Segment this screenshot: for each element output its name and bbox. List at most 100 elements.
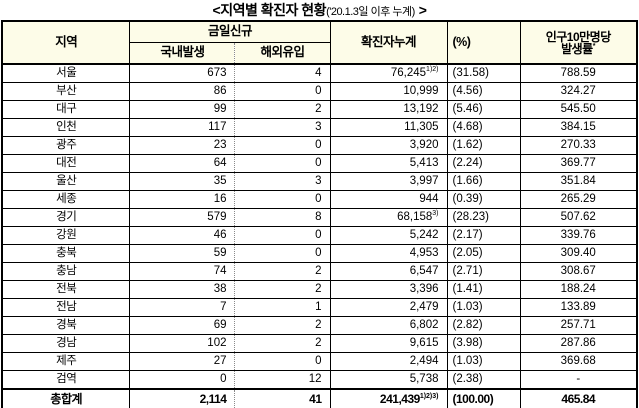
- domestic-cell: 117: [129, 118, 236, 137]
- table-row: 검역 0 12 5,738 (2.38) -: [1, 370, 638, 390]
- domestic-cell: 673: [129, 63, 236, 83]
- region-cell: 대전: [1, 154, 131, 173]
- incidence-cell: 309.40: [519, 244, 638, 263]
- region-cell: 광주: [1, 136, 131, 155]
- incidence-cell: 351.84: [519, 172, 638, 191]
- percent-cell: (5.46): [446, 100, 521, 119]
- incidence-cell: 324.27: [519, 82, 638, 101]
- incidence-cell: 788.59: [519, 63, 638, 83]
- cumulative-cell: 3,920: [329, 136, 448, 155]
- imported-cell: 41: [234, 388, 331, 408]
- cumulative-cell: 13,192: [329, 100, 448, 119]
- imported-cell: 2: [234, 316, 331, 335]
- total-row: 총합계 2,114 41 241,4391)2)3) (100.00) 465.84: [1, 388, 638, 408]
- title-prefix: <: [212, 2, 221, 18]
- region-cell: 부산: [1, 82, 131, 101]
- percent-cell: (100.00): [446, 388, 521, 408]
- header-row-1: 지역 금일신규 확진자누계 (%) 인구10만명당 발생률*: [1, 20, 638, 65]
- imported-cell: 1: [234, 298, 331, 317]
- col-header-region: 지역: [1, 20, 131, 65]
- title-suffix: >: [418, 2, 427, 18]
- incidence-cell: -: [519, 370, 638, 390]
- domestic-cell: 27: [129, 352, 236, 371]
- imported-cell: 3: [234, 172, 331, 191]
- region-cases-table: 지역 금일신규 확진자누계 (%) 인구10만명당 발생률* 국내발생 해외유입 …: [0, 20, 638, 408]
- table-body: 서울 673 4 76,2451)2) (31.58) 788.59 부산 86 0 10,999…: [1, 63, 638, 408]
- footnote-marker: 3): [432, 210, 439, 218]
- incidence-cell: 545.50: [519, 100, 638, 119]
- domestic-cell: 86: [129, 82, 236, 101]
- domestic-cell: 46: [129, 226, 236, 245]
- header-row-2: 국내발생 해외유입: [2, 42, 637, 65]
- percent-cell: (2.05): [446, 244, 521, 263]
- table-row: 서울 673 4 76,2451)2) (31.58) 788.59: [1, 63, 638, 83]
- incidence-cell: 308.67: [519, 262, 638, 281]
- imported-cell: 2: [234, 280, 331, 299]
- incidence-cell: 257.71: [519, 316, 638, 335]
- percent-cell: (2.82): [446, 316, 521, 335]
- table-row: 세종 16 0 944 (0.39) 265.29: [1, 190, 638, 209]
- imported-cell: 0: [234, 154, 331, 173]
- cumulative-cell: 9,615: [329, 334, 448, 353]
- percent-cell: (28.23): [446, 208, 521, 227]
- imported-cell: 2: [234, 100, 331, 119]
- region-cell: 충남: [1, 262, 131, 281]
- percent-cell: (0.39): [446, 190, 521, 209]
- table-row: 부산 86 0 10,999 (4.56) 324.27: [1, 82, 638, 101]
- cumulative-cell: 76,2451)2): [329, 63, 448, 83]
- table-row: 충북 59 0 4,953 (2.05) 309.40: [1, 244, 638, 263]
- cumulative-cell: 2,494: [329, 352, 448, 371]
- percent-cell: (1.03): [446, 352, 521, 371]
- incidence-cell: 369.77: [519, 154, 638, 173]
- region-cell: 울산: [1, 172, 131, 191]
- page-title: <지역별 확진자 현황('20.1.3일 이후 누계) >: [0, 0, 639, 20]
- cumulative-cell: 3,396: [329, 280, 448, 299]
- domestic-cell: 38: [129, 280, 236, 299]
- percent-cell: (2.71): [446, 262, 521, 281]
- table-header: 지역 금일신규 확진자누계 (%) 인구10만명당 발생률* 국내발생 해외유입: [1, 20, 638, 65]
- imported-cell: 3: [234, 118, 331, 137]
- domestic-cell: 16: [129, 190, 236, 209]
- region-cell: 대구: [1, 100, 131, 119]
- col-header-percent: (%): [446, 20, 521, 65]
- imported-cell: 4: [234, 63, 331, 83]
- percent-cell: (1.41): [446, 280, 521, 299]
- domestic-cell: 579: [129, 208, 236, 227]
- cumulative-cell: 6,547: [329, 262, 448, 281]
- domestic-cell: 102: [129, 334, 236, 353]
- table-row: 경북 69 2 6,802 (2.82) 257.71: [1, 316, 638, 335]
- col-header-imported: 해외유입: [234, 42, 331, 65]
- region-cell: 경북: [1, 316, 131, 335]
- incidence-cell: 188.24: [519, 280, 638, 299]
- imported-cell: 2: [234, 262, 331, 281]
- col-header-today-new: 금일신규: [129, 20, 331, 43]
- domestic-cell: 69: [129, 316, 236, 335]
- domestic-cell: 23: [129, 136, 236, 155]
- incidence-cell: 265.29: [519, 190, 638, 209]
- incidence-cell: 133.89: [519, 298, 638, 317]
- cumulative-cell: 6,802: [329, 316, 448, 335]
- table-row: 대구 99 2 13,192 (5.46) 545.50: [1, 100, 638, 119]
- region-cell: 경남: [1, 334, 131, 353]
- region-cell: 전북: [1, 280, 131, 299]
- table-row: 경기 579 8 68,1583) (28.23) 507.62: [1, 208, 638, 227]
- incidence-cell: 270.33: [519, 136, 638, 155]
- cumulative-cell: 3,997: [329, 172, 448, 191]
- imported-cell: 2: [234, 334, 331, 353]
- region-cell: 검역: [1, 370, 131, 390]
- cumulative-cell: 944: [329, 190, 448, 209]
- cumulative-cell: 11,305: [329, 118, 448, 137]
- incidence-header-line1: 인구10만명당: [545, 29, 612, 44]
- table-row: 대전 64 0 5,413 (2.24) 369.77: [1, 154, 638, 173]
- table-row: 광주 23 0 3,920 (1.62) 270.33: [1, 136, 638, 155]
- percent-cell: (4.56): [446, 82, 521, 101]
- percent-cell: (2.38): [446, 370, 521, 390]
- table-row: 제주 27 0 2,494 (1.03) 369.68: [1, 352, 638, 371]
- table-row: 충남 74 2 6,547 (2.71) 308.67: [1, 262, 638, 281]
- incidence-header-line2: 발생률: [561, 41, 593, 56]
- imported-cell: 0: [234, 82, 331, 101]
- cumulative-cell: 5,413: [329, 154, 448, 173]
- percent-cell: (4.68): [446, 118, 521, 137]
- incidence-cell: 465.84: [519, 388, 638, 408]
- domestic-cell: 0: [129, 370, 236, 390]
